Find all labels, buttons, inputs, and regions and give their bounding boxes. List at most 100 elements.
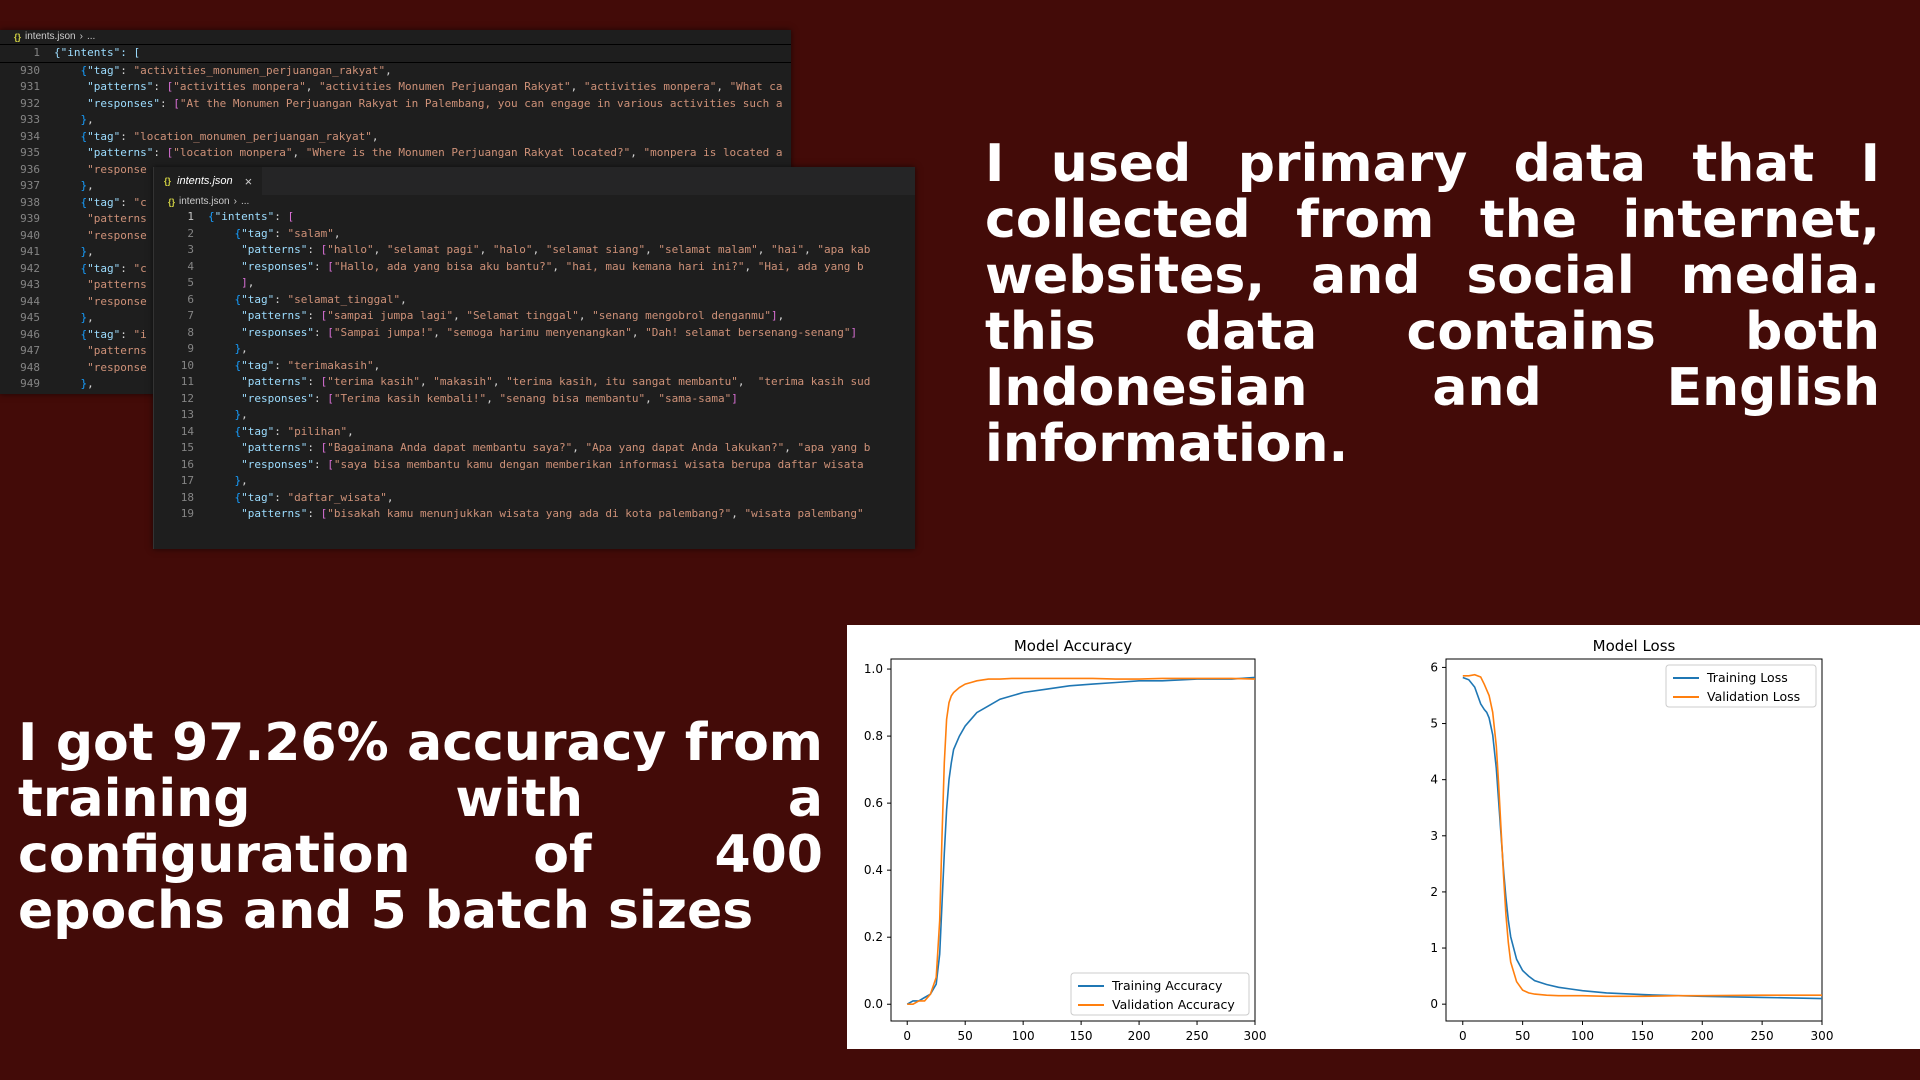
y-tick-label: 0.6 <box>864 796 883 810</box>
line-number: 938 <box>20 195 40 209</box>
description-text: I used primary data that I collected fro… <box>985 134 1880 474</box>
series-line-training <box>1462 676 1823 1000</box>
line-number: 4 <box>187 259 194 273</box>
chevron-right-icon: › <box>79 31 83 42</box>
code-line: 19 "patterns": ["bisakah kamu menunjukka… <box>154 506 915 523</box>
code-text: {"tag": "c <box>80 261 147 275</box>
code-line: 6 {"tag": "selamat_tinggal", <box>154 292 915 309</box>
line-number: 8 <box>187 325 194 339</box>
y-tick-label: 2 <box>1430 885 1438 899</box>
accuracy-summary-text: I got 97.26% accuracy from training with… <box>18 713 823 941</box>
line-number: 15 <box>180 441 194 454</box>
code-text: "patterns": ["bisakah kamu menunjukkan w… <box>241 507 864 520</box>
code-text: "response <box>87 228 147 242</box>
code-text: "response <box>87 162 147 176</box>
code-text: "patterns": ["hallo", "selamat pagi", "h… <box>241 243 871 256</box>
line-number: 16 <box>180 457 194 471</box>
line-number: 947 <box>20 344 40 357</box>
code-line: 15 "patterns": ["Bagaimana Anda dapat me… <box>154 440 915 457</box>
y-tick-label: 0 <box>1430 997 1438 1011</box>
code-text: {"tag": "terimakasih", <box>234 358 381 372</box>
code-line: 945 }, <box>0 310 791 327</box>
y-tick-label: 6 <box>1430 660 1438 674</box>
line-number: 7 <box>187 309 194 322</box>
code-text: {"tag": "activities_monumen_perjuangan_r… <box>80 63 392 77</box>
breadcrumb-file[interactable]: intents.json <box>179 196 230 207</box>
y-tick-label: 1.0 <box>864 662 883 676</box>
code-line: 944 "response <box>0 294 791 311</box>
json-file-icon: {} <box>168 197 176 207</box>
code-text: {"tag": "selamat_tinggal", <box>234 292 407 306</box>
x-tick-label: 250 <box>1186 1029 1209 1043</box>
code-line: 9 }, <box>154 341 915 358</box>
x-tick-label: 0 <box>1459 1029 1467 1043</box>
legend <box>1070 972 1250 1016</box>
line-number: 936 <box>20 162 40 176</box>
code-line: 4 "responses": ["Hallo, ada yang bisa ak… <box>154 259 915 276</box>
code-text: {"intents": [ <box>54 46 141 59</box>
code-text: }, <box>234 474 248 487</box>
x-tick-label: 0 <box>903 1029 911 1043</box>
x-tick-label: 150 <box>1631 1029 1654 1043</box>
line-number: 11 <box>180 375 194 388</box>
series-line-validation <box>1462 673 1822 998</box>
breadcrumb-file[interactable]: intents.json <box>25 31 76 42</box>
code-text: {"tag": "location_monumen_perjuangan_rak… <box>80 129 379 143</box>
line-number: 18 <box>180 490 194 504</box>
line-number: 1 <box>187 210 194 223</box>
line-number: 3 <box>187 243 194 256</box>
x-tick-label: 300 <box>1811 1029 1834 1043</box>
line-number: 944 <box>20 294 40 308</box>
line-number: 13 <box>180 408 194 421</box>
line-number: 946 <box>20 327 40 341</box>
code-editor-front: {} intents.json × {} intents.json › ... … <box>153 167 915 549</box>
x-tick-label: 250 <box>1751 1029 1774 1043</box>
code-text: }, <box>80 311 94 324</box>
code-line: 946 {"tag": "i <box>0 327 791 344</box>
y-tick-label: 1 <box>1430 941 1438 955</box>
line-number: 948 <box>20 360 40 374</box>
code-line: 948 "response <box>0 360 791 377</box>
training-charts: Model Accuracy 0 50 100 150 200 250 300 0.0 0.2 0.… <box>847 625 1920 1049</box>
code-lines: 1 {"intents": [2 {"tag": "salam", 3 "patte… <box>154 209 915 523</box>
code-text: ], <box>241 276 255 289</box>
code-text: {"tag": "c <box>80 195 147 209</box>
breadcrumb-rest[interactable]: ... <box>86 31 96 42</box>
x-tick-label: 150 <box>1070 1029 1093 1043</box>
code-text: "patterns": ["sampai jumpa lagi", "Selam… <box>241 309 785 322</box>
line-number: 5 <box>187 276 194 289</box>
code-line: 2 {"tag": "salam", <box>154 226 915 243</box>
code-line: 16 "responses": ["saya bisa membantu kam… <box>154 457 915 474</box>
code-line: 930 {"tag": "activities_monumen_perjuang… <box>0 63 791 80</box>
legend-label: Training Accuracy <box>1111 978 1223 993</box>
breadcrumb: {} intents.json › ... <box>154 195 915 209</box>
code-text: "responses": ["At the Monumen Perjuangan… <box>87 96 783 110</box>
code-text: "patterns": ["Bagaimana Anda dapat memba… <box>241 441 871 454</box>
code-text: {"tag": "pilihan", <box>234 424 354 438</box>
tab-intents-json[interactable]: {} intents.json × <box>154 167 263 195</box>
code-line: 931 "patterns": ["activities monpera", "… <box>0 79 791 96</box>
code-text: "patterns <box>87 344 147 357</box>
line-number: 2 <box>187 226 194 240</box>
line-number: 935 <box>20 146 40 159</box>
y-tick-label: 0.0 <box>864 997 883 1011</box>
code-line: 5 ], <box>154 275 915 292</box>
line-number: 933 <box>20 113 40 126</box>
line-number: 1 <box>33 46 40 59</box>
x-tick-label: 100 <box>1571 1029 1594 1043</box>
json-file-icon: {} <box>164 176 172 186</box>
series-line-training <box>906 676 1256 1005</box>
code-line: 18 {"tag": "daftar_wisata", <box>154 490 915 507</box>
line-number: 931 <box>20 80 40 93</box>
y-tick-label: 5 <box>1430 717 1438 731</box>
code-text: "responses": ["Hallo, ada yang bisa aku … <box>241 259 864 273</box>
breadcrumb-rest[interactable]: ... <box>240 196 250 207</box>
code-line: 942 {"tag": "c <box>0 261 791 278</box>
legend-label: Validation Accuracy <box>1112 997 1235 1012</box>
close-icon[interactable]: × <box>244 173 253 189</box>
code-line: 947 "patterns <box>0 343 791 360</box>
code-line: 11 "patterns": ["terima kasih", "makasih… <box>154 374 915 391</box>
line-number: 942 <box>20 261 40 275</box>
tab-bar: {} intents.json × <box>154 167 915 195</box>
